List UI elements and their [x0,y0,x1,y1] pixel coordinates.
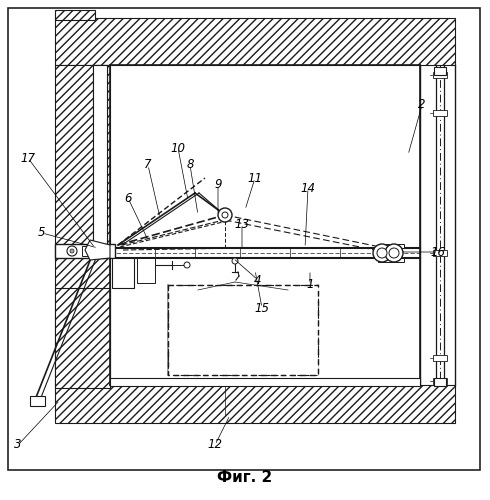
Bar [55,10,95,20]
Bar [434,67,446,75]
Text: 4: 4 [254,274,262,286]
Bar [137,258,155,283]
Text: 11: 11 [247,172,263,184]
Text: 6: 6 [124,192,132,204]
Bar [93,65,107,77]
Bar [93,65,107,245]
Bar [168,285,318,375]
Circle shape [373,244,391,262]
Circle shape [222,212,228,218]
Bar [93,65,107,240]
Text: 9: 9 [214,178,222,192]
Bar [55,244,115,258]
Text: 12: 12 [207,438,222,452]
Text: 15: 15 [254,302,270,314]
Bar [110,378,420,386]
Bar [378,258,404,262]
Text: 2: 2 [418,98,426,112]
Circle shape [218,208,232,222]
Bar [433,72,447,78]
Text: 1: 1 [306,278,314,291]
Bar [433,378,447,384]
Bar [433,110,447,116]
Bar [433,355,447,361]
Bar [55,385,455,423]
Bar [55,18,455,65]
Text: 17: 17 [21,152,35,164]
Text: 3: 3 [14,438,22,452]
Text: 7: 7 [144,158,152,172]
Text: 16: 16 [431,246,445,258]
Circle shape [232,258,238,264]
Bar [30,396,45,406]
Bar [94,65,106,77]
Circle shape [70,249,74,253]
Circle shape [389,248,399,258]
Text: 8: 8 [186,158,194,172]
Polygon shape [85,240,110,260]
Text: 10: 10 [171,142,186,154]
Bar [378,244,404,248]
Bar [55,65,110,385]
Circle shape [184,262,190,268]
Bar [55,288,110,388]
Bar [82,246,90,256]
Text: 14: 14 [300,182,316,194]
Bar [112,258,134,288]
Bar [433,250,447,256]
Circle shape [385,244,403,262]
Circle shape [67,246,77,256]
Text: Фиг. 2: Фиг. 2 [218,470,272,486]
Text: 5: 5 [38,226,46,239]
Bar [168,285,318,375]
Text: 13: 13 [235,218,249,232]
Circle shape [377,248,387,258]
Bar [434,378,446,386]
